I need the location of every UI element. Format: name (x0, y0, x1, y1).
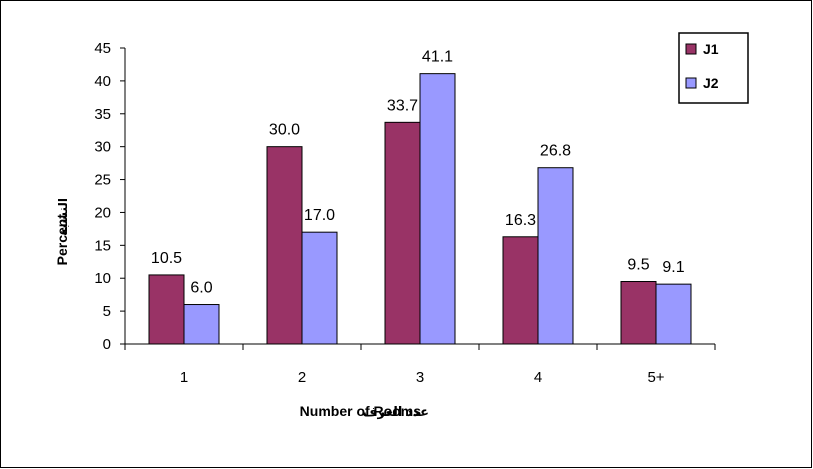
data-label-j2-1: 6.0 (190, 280, 212, 297)
x-tick-label: 1 (180, 369, 188, 386)
data-label-j1-4: 16.3 (505, 212, 536, 229)
bar-j1-3 (384, 121, 421, 345)
data-labels: 10.5 30.0 33.7 16.3 9.5 6.0 17.0 41.1 26.8 9.1 (151, 49, 685, 297)
data-label-j1-5: 9.5 (627, 257, 649, 274)
data-label-j2-3: 41.1 (422, 49, 453, 66)
x-tick-label: 3 (416, 369, 424, 386)
legend-label-j2: J2 (703, 75, 719, 91)
legend: J1 J2 (678, 32, 749, 104)
bar-j1-2 (266, 146, 303, 345)
x-axis-title-ar: عدد الغرف (362, 404, 429, 419)
y-axis-title-group: Percent النسبة (54, 198, 70, 265)
y-tick-label: 10 (94, 270, 111, 287)
x-tick-label: 2 (298, 369, 306, 386)
legend-label-j1: J1 (703, 41, 719, 57)
data-label-j2-2: 17.0 (304, 207, 335, 224)
y-tick-label: 35 (94, 106, 111, 123)
y-tick-label: 5 (103, 303, 111, 320)
bars (148, 73, 692, 345)
bar-j1-1 (148, 274, 185, 345)
y-tick-label: 15 (94, 237, 111, 254)
bar-j2-1 (183, 304, 220, 345)
data-label-j2-4: 26.8 (540, 143, 571, 160)
x-axis-title-en: Number of Rooms (300, 403, 422, 419)
y-tick-label: 0 (103, 336, 111, 353)
y-axis-title-en: Percent (54, 214, 70, 266)
data-label-j1-2: 30.0 (269, 122, 300, 139)
legend-swatch-j1 (685, 43, 697, 55)
data-label-j2-5: 9.1 (662, 259, 684, 276)
y-tick-label: 45 (94, 40, 111, 57)
y-tick-label: 30 (94, 139, 111, 156)
x-tick-label: 5+ (647, 369, 664, 386)
y-tick-label: 25 (94, 172, 111, 189)
bar-j2-4 (537, 167, 574, 345)
bar-j2-5 (655, 283, 692, 345)
data-label-j1-3: 33.7 (387, 97, 418, 114)
data-label-j1-1: 10.5 (151, 250, 182, 267)
bar-j1-4 (502, 236, 539, 345)
legend-swatch-j2 (685, 77, 697, 89)
y-tick-label: 40 (94, 73, 111, 90)
bar-j2-2 (301, 231, 338, 345)
bar-j2-3 (419, 73, 456, 345)
x-axis-ticks: 1 2 3 4 5+ (124, 344, 716, 386)
y-axis-title-ar: النسبة (56, 198, 70, 236)
bar-j1-5 (620, 281, 657, 345)
x-tick-label: 4 (534, 369, 542, 386)
y-tick-label: 20 (94, 204, 111, 221)
y-axis-ticks: 0 5 10 15 20 25 30 35 40 45 (94, 40, 125, 353)
